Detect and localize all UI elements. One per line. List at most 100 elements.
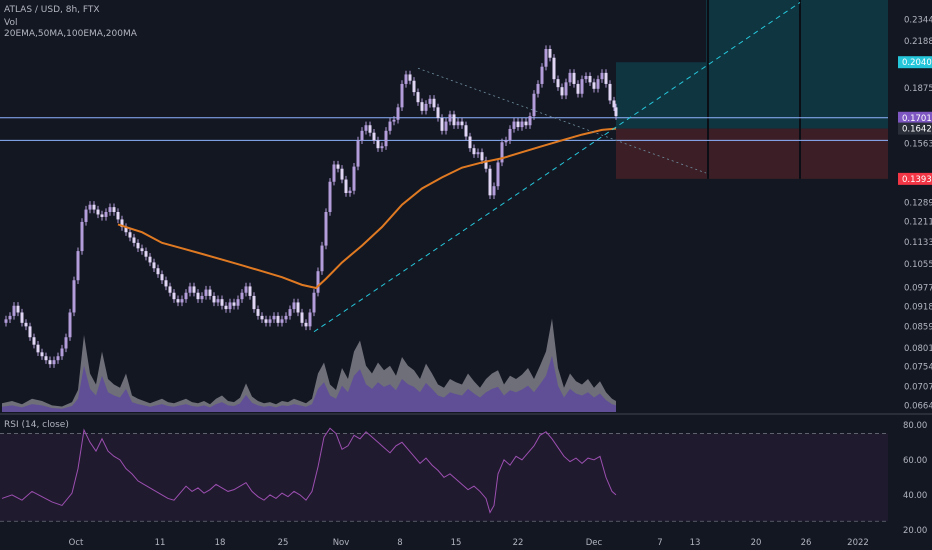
- candle-body: [368, 125, 372, 133]
- candle-body: [100, 214, 104, 217]
- price-badge-label: 0.2040: [902, 58, 932, 68]
- candle-body: [84, 209, 88, 222]
- x-tick-label: 8: [397, 538, 402, 548]
- price-tick-label: 0.0977: [904, 283, 932, 293]
- candle-body: [52, 360, 56, 365]
- candle-body: [556, 79, 560, 88]
- candle-body: [236, 299, 240, 306]
- candle-body: [120, 219, 124, 228]
- candle-body: [148, 256, 152, 263]
- candle-body: [264, 319, 268, 323]
- candle-body: [412, 80, 416, 93]
- volume-legend: Vol: [4, 18, 18, 28]
- candle-body: [508, 128, 512, 141]
- candle-body: [132, 237, 136, 243]
- candle-body: [208, 289, 212, 296]
- x-tick-label: Oct: [69, 538, 84, 548]
- candle-body: [564, 82, 568, 96]
- price-badge-target: [898, 56, 932, 69]
- candle-body: [312, 292, 316, 313]
- candle-body: [40, 352, 44, 357]
- candle-body: [28, 326, 32, 338]
- candle-body: [64, 337, 68, 349]
- candle-body: [604, 72, 608, 84]
- candle-body: [532, 93, 536, 117]
- rsi-legend: RSI (14, close): [4, 420, 69, 430]
- price-tick-label: 0.1289: [904, 199, 932, 209]
- x-tick-label: 2022: [847, 538, 869, 548]
- candle-body: [204, 289, 208, 296]
- candle-body: [440, 117, 444, 131]
- volume-layer: [2, 318, 616, 412]
- candle-body: [212, 295, 216, 303]
- candle-body: [192, 286, 196, 293]
- candle-body: [140, 248, 144, 252]
- x-tick-label: 20: [751, 538, 762, 548]
- x-tick-label: 15: [451, 538, 462, 548]
- candle-body: [276, 315, 280, 323]
- candle-body: [44, 356, 48, 361]
- candle-body: [296, 302, 300, 313]
- candle-body: [480, 152, 484, 161]
- price-badge-label: 0.1642: [902, 125, 932, 135]
- candle-body: [612, 100, 616, 108]
- candle-body: [492, 186, 496, 196]
- candle-body: [320, 245, 324, 272]
- candle-body: [80, 221, 84, 252]
- candle-body: [396, 107, 400, 120]
- candle-body: [292, 302, 296, 310]
- x-tick-label: 7: [657, 538, 662, 548]
- position-zones: [616, 0, 888, 179]
- candle-body: [592, 82, 596, 89]
- candle-body: [580, 79, 584, 94]
- ema-line: [117, 127, 617, 290]
- x-tick-label: 18: [215, 538, 226, 548]
- candle-body: [408, 74, 412, 81]
- loss-zone: [616, 128, 888, 179]
- candle-body: [468, 136, 472, 149]
- candle-body: [284, 315, 288, 320]
- candle-body: [576, 83, 580, 94]
- candle-body: [388, 121, 392, 131]
- price-tick-label: 0.0801: [904, 344, 932, 354]
- candle-body: [416, 92, 420, 103]
- candle-body: [60, 348, 64, 357]
- resistance-trendline: [417, 67, 707, 174]
- candle-body: [316, 271, 320, 293]
- candle-body: [304, 322, 308, 327]
- support-trendline: [313, 2, 801, 333]
- candle-body: [524, 121, 528, 126]
- candle-body: [248, 286, 252, 296]
- price-tick-label: 0.0859: [904, 323, 932, 333]
- candle-body: [116, 211, 120, 220]
- candle-body: [196, 292, 200, 300]
- candle-body: [500, 142, 504, 163]
- candle-body: [512, 121, 516, 129]
- candle-body: [336, 164, 340, 169]
- candle-body: [404, 74, 408, 84]
- candle-body: [68, 312, 72, 338]
- candle-body: [596, 79, 600, 89]
- candle-body: [528, 116, 532, 126]
- candle-body: [540, 66, 544, 84]
- candle-body: [8, 315, 12, 320]
- price-tick-label: 0.1211: [904, 218, 932, 228]
- candle-body: [432, 98, 436, 108]
- candle-body: [112, 207, 116, 212]
- candle-body: [332, 164, 336, 182]
- candle-body: [588, 75, 592, 83]
- rsi-tick-label: 60.00: [903, 456, 927, 466]
- candle-body: [200, 295, 204, 300]
- candle-body: [232, 302, 236, 306]
- price-tick-label: 0.1563: [904, 140, 932, 150]
- candle-body: [360, 130, 364, 141]
- profit-zone-1: [616, 62, 706, 129]
- candle-body: [184, 292, 188, 300]
- candle-body: [168, 286, 172, 293]
- candle-body: [464, 125, 468, 137]
- candle-body: [380, 146, 384, 149]
- candle-body: [92, 204, 96, 210]
- candle-body: [288, 309, 292, 316]
- candle-body: [16, 305, 20, 313]
- price-tick-label: 0.0664: [904, 401, 932, 411]
